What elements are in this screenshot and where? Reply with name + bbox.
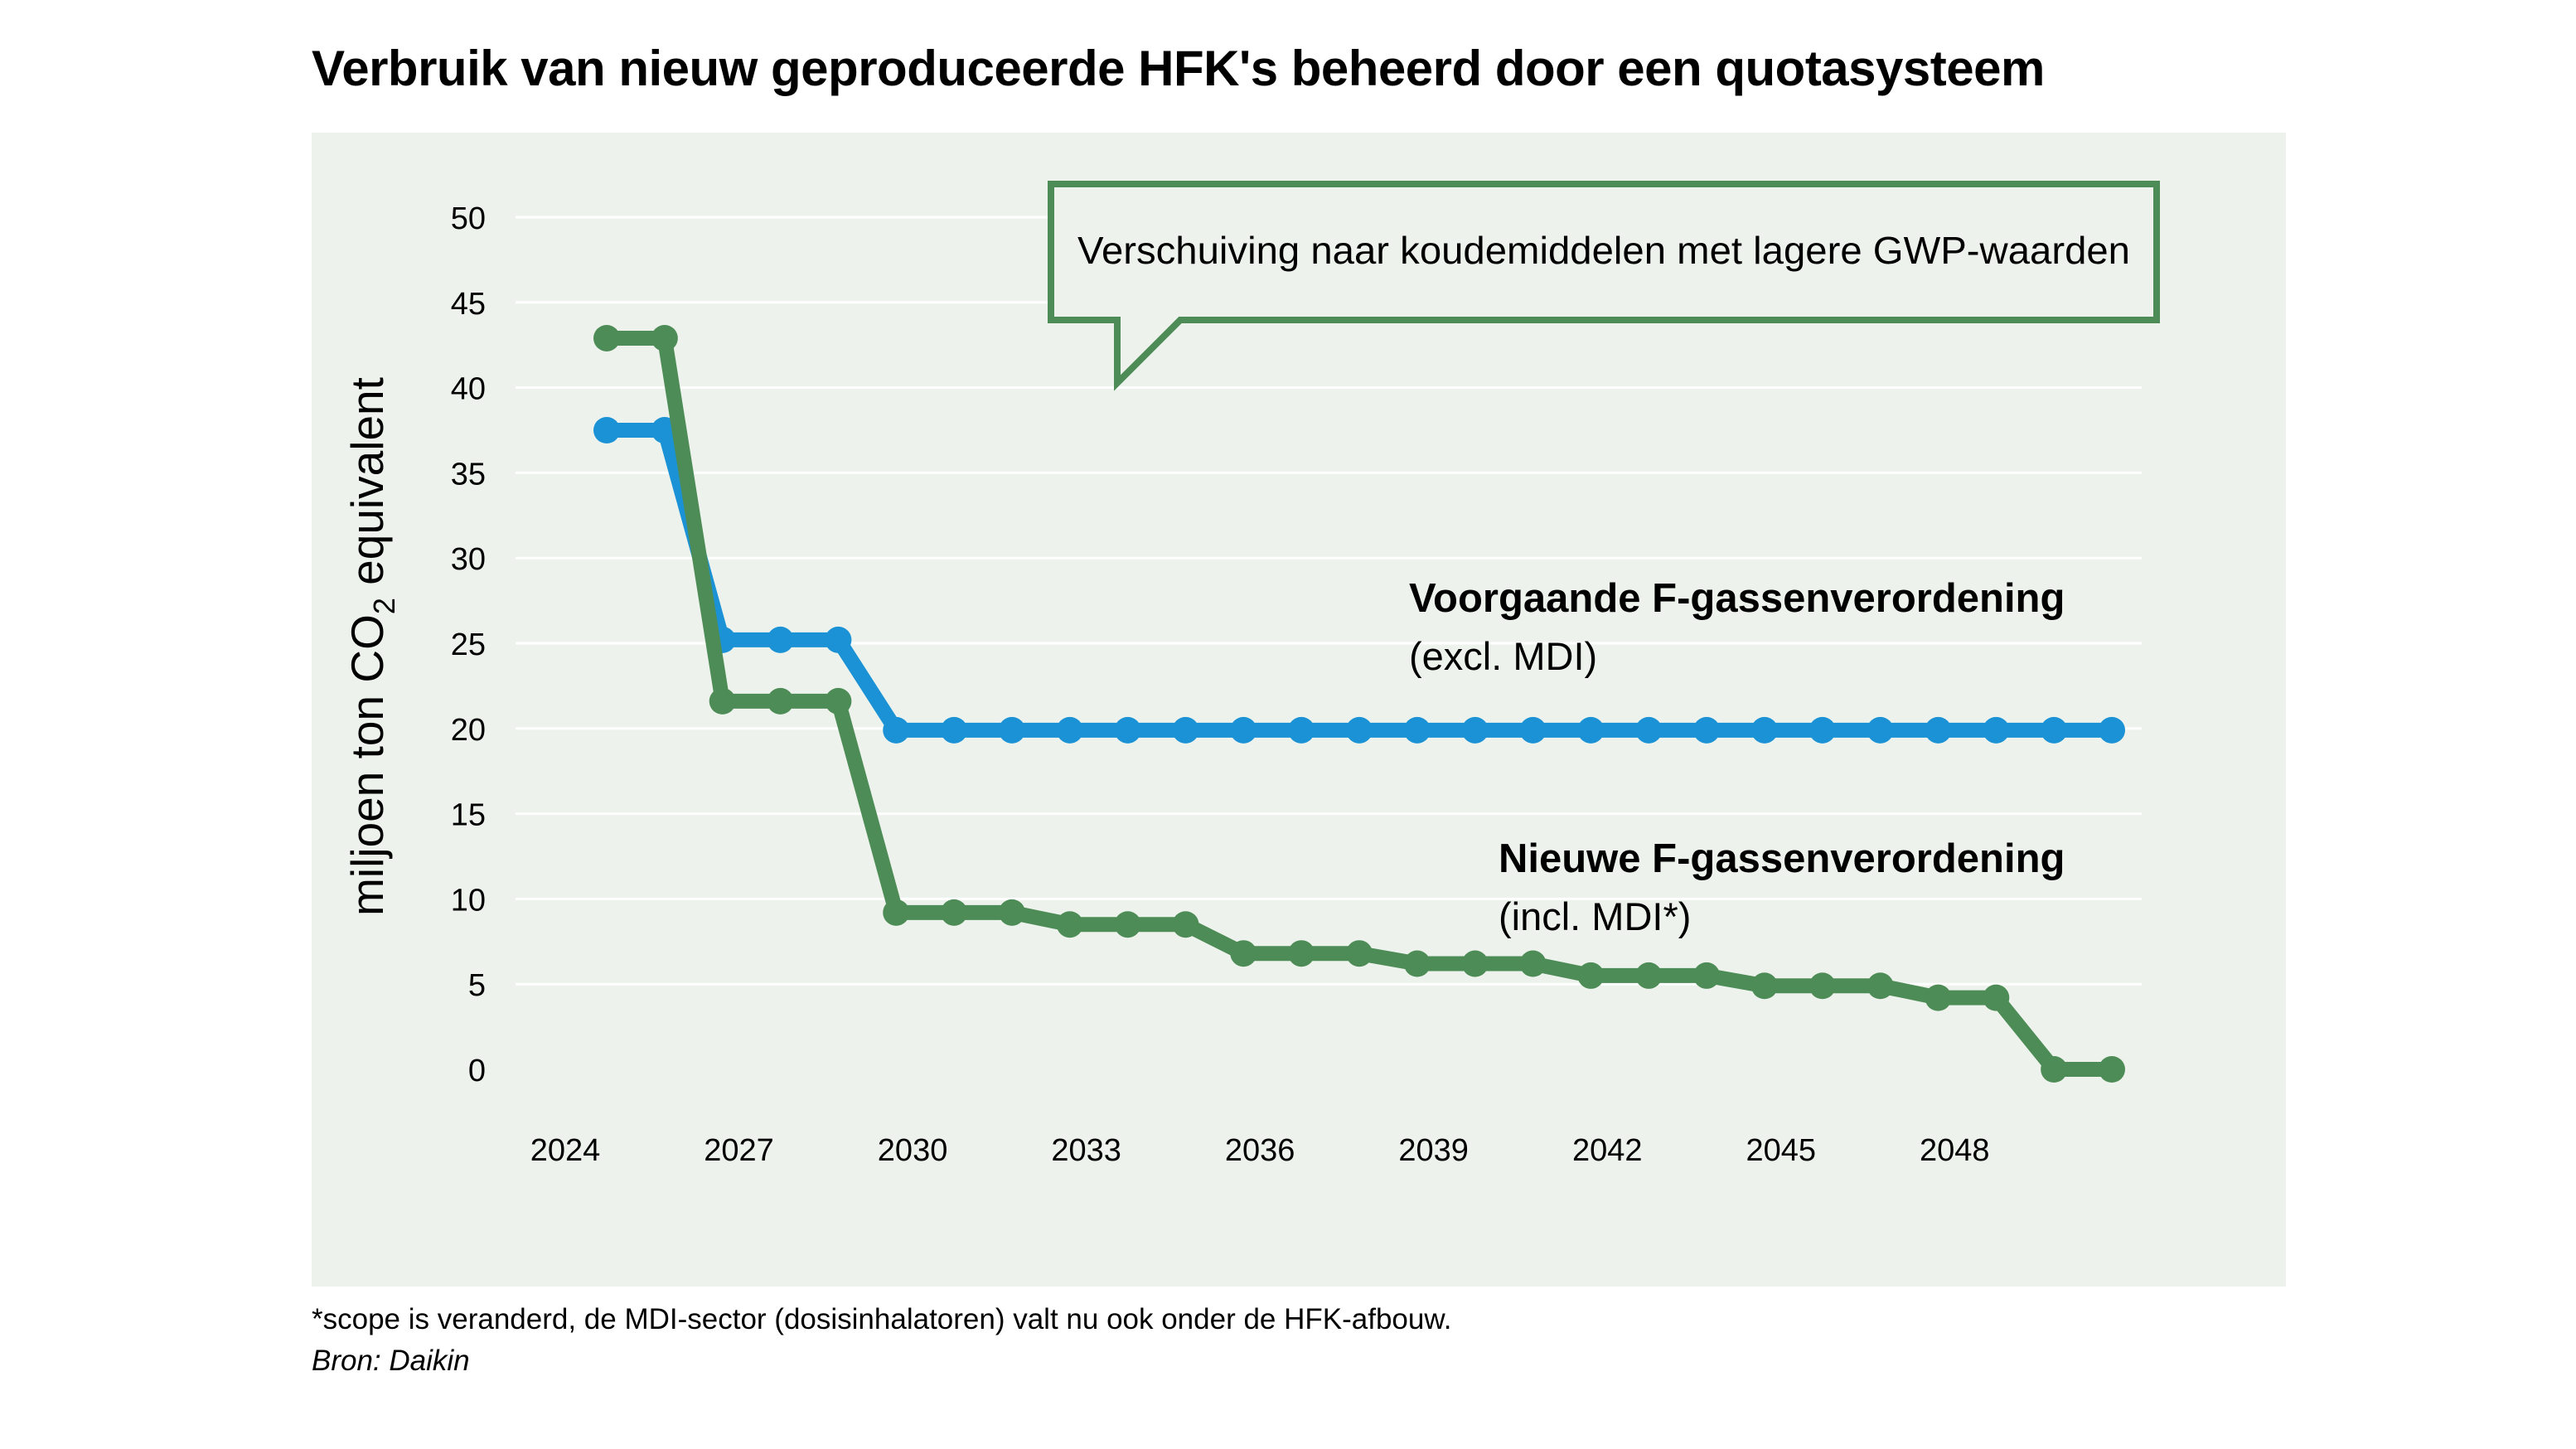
footnote: *scope is veranderd, de MDI-sector (dosi…	[312, 1303, 1452, 1335]
data-point-new	[1983, 984, 2010, 1011]
y-tick-label: 30	[451, 542, 486, 577]
data-point-previous	[825, 626, 852, 653]
y-axis-ticks: 0 5 10 15 20 25 30 35 40 45 50	[451, 201, 486, 1088]
data-point-new	[941, 899, 968, 926]
data-point-previous	[1983, 716, 2010, 744]
data-point-new	[2041, 1056, 2068, 1083]
x-axis-ticks: 2024 2027 2030 2033 2036 2039 2042 2045 2048	[530, 1133, 1990, 1168]
x-tick-label: 2048	[1920, 1133, 1990, 1168]
series-label-new: Nieuwe F-gassenverordening (incl. MDI*)	[1499, 836, 2065, 938]
y-axis-label-rest: equivalent	[341, 377, 393, 598]
x-tick-label: 2042	[1572, 1133, 1643, 1168]
data-point-previous	[1519, 716, 1547, 744]
data-point-new	[1346, 940, 1373, 967]
x-tick-label: 2045	[1746, 1133, 1816, 1168]
data-point-new	[2099, 1056, 2125, 1083]
data-point-previous	[593, 417, 620, 443]
data-point-new	[1577, 962, 1605, 989]
x-tick-label: 2036	[1225, 1133, 1295, 1168]
x-tick-label: 2033	[1051, 1133, 1121, 1168]
x-tick-label: 2027	[704, 1133, 774, 1168]
y-tick-label: 25	[451, 628, 486, 662]
data-point-new	[1461, 950, 1489, 977]
data-point-new	[1519, 950, 1547, 977]
data-point-previous	[1403, 716, 1431, 744]
data-point-previous	[941, 716, 968, 744]
y-tick-label: 10	[451, 883, 486, 918]
data-point-new	[1693, 962, 1721, 989]
data-point-new	[651, 324, 678, 351]
y-tick-label: 0	[468, 1054, 486, 1088]
data-point-previous	[1693, 716, 1721, 744]
y-tick-label: 5	[468, 968, 486, 1003]
data-point-previous	[883, 716, 910, 744]
y-tick-label: 15	[451, 798, 486, 833]
data-point-new	[1114, 911, 1141, 938]
x-tick-label: 2024	[530, 1133, 601, 1168]
callout: Verschuiving naar koudemiddelen met lage…	[1048, 181, 2160, 391]
data-point-previous	[1114, 716, 1141, 744]
data-point-new	[1635, 962, 1663, 989]
x-tick-label: 2030	[878, 1133, 948, 1168]
callout-text: Verschuiving naar koudemiddelen met lage…	[1077, 229, 2130, 272]
data-point-previous	[1867, 716, 1894, 744]
x-tick-label: 2039	[1398, 1133, 1469, 1168]
data-point-new	[709, 687, 736, 715]
data-point-new	[1925, 984, 1952, 1011]
data-point-previous	[1056, 716, 1083, 744]
data-point-new	[998, 899, 1025, 926]
series-label-previous-title: Voorgaande F-gassenverordening	[1409, 576, 2065, 621]
data-point-new	[1403, 950, 1431, 977]
source-credit: Bron: Daikin	[312, 1345, 470, 1377]
data-point-previous	[998, 716, 1025, 744]
plot-panel	[312, 133, 2286, 1287]
series-label-new-title: Nieuwe F-gassenverordening	[1499, 836, 2065, 881]
y-tick-label: 20	[451, 713, 486, 748]
y-axis-label-main: miljoen ton CO	[341, 614, 393, 916]
data-point-new	[825, 687, 852, 715]
y-tick-label: 50	[451, 201, 486, 236]
data-point-new	[1867, 972, 1894, 1000]
data-point-previous	[1230, 716, 1257, 744]
callout-bubble	[1048, 181, 2160, 391]
data-point-previous	[2099, 716, 2125, 744]
data-point-new	[767, 687, 794, 715]
series-label-new-sub: (incl. MDI*)	[1499, 894, 1691, 938]
data-point-previous	[1461, 716, 1489, 744]
data-point-new	[1056, 911, 1083, 938]
y-tick-label: 40	[451, 372, 486, 407]
data-point-previous	[1346, 716, 1373, 744]
data-point-previous	[1577, 716, 1605, 744]
data-point-new	[1288, 940, 1315, 967]
data-point-new	[1230, 940, 1257, 967]
y-tick-label: 35	[451, 457, 486, 492]
data-point-new	[1809, 972, 1836, 1000]
chart-title: Verbruik van nieuw geproduceerde HFK's b…	[312, 41, 2045, 96]
data-point-previous	[1925, 716, 1952, 744]
data-point-previous	[1172, 716, 1199, 744]
data-point-previous	[2041, 716, 2068, 744]
data-point-new	[1750, 972, 1778, 1000]
y-tick-label: 45	[451, 287, 486, 322]
y-axis-label-subscript: 2	[367, 598, 401, 614]
series-new	[593, 324, 2125, 1083]
series-previous	[593, 417, 2125, 744]
series-label-previous: Voorgaande F-gassenverordening (excl. MD…	[1409, 576, 2065, 678]
series-label-previous-sub: (excl. MDI)	[1409, 634, 1597, 678]
data-point-previous	[1809, 716, 1836, 744]
data-point-new	[1172, 911, 1199, 938]
data-point-previous	[1288, 716, 1315, 744]
data-point-new	[593, 324, 620, 351]
data-point-new	[883, 899, 910, 926]
data-point-previous	[1750, 716, 1778, 744]
data-point-previous	[1635, 716, 1663, 744]
data-point-previous	[767, 626, 794, 653]
y-axis-label: miljoen ton CO2 equivalent	[341, 377, 401, 916]
series-layer	[593, 324, 2125, 1083]
